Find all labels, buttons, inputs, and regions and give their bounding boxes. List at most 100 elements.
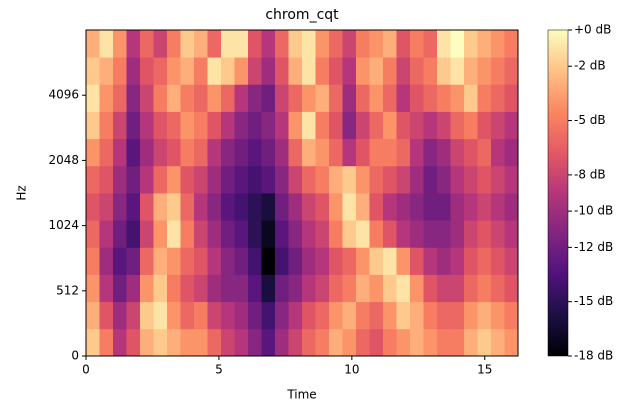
heatmap-cell [180,165,195,194]
heatmap-cell [477,138,492,167]
x-tick-label: 15 [477,363,492,377]
heatmap-cell [194,274,208,303]
heatmap-cell [99,193,114,221]
heatmap-cell [356,57,370,85]
heatmap-cell [153,301,168,330]
heatmap-cell [302,220,316,248]
heatmap-cell [167,84,181,112]
heatmap-cell [477,111,492,140]
heatmap-cell [194,301,208,330]
heatmap-cell [234,30,249,58]
heatmap-cell [302,328,316,357]
heatmap-cell [140,84,154,112]
heatmap-cell [248,328,262,357]
heatmap-cell [234,274,249,303]
heatmap-cell [396,111,411,140]
heatmap-cell [234,57,249,85]
heatmap-cell [437,165,451,194]
heatmap-cell [477,247,492,275]
heatmap-cell [342,328,357,357]
heatmap-cell [194,57,208,85]
heatmap-cell [275,111,289,140]
heatmap-cell [450,220,465,248]
heatmap-cell [113,138,127,167]
heatmap-cell [261,274,276,303]
heatmap-cell [261,111,276,140]
heatmap-cell [329,30,343,58]
heatmap-cell [288,84,303,112]
heatmap-cell [464,193,478,221]
heatmap-cell [423,193,438,221]
heatmap-cell [464,165,478,194]
heatmap-cell [383,301,397,330]
colorbar-tick-label: -2 dB [574,59,606,73]
heatmap-cell [248,30,262,58]
heatmap-cell [153,84,168,112]
heatmap-cell [315,165,330,194]
heatmap-cell [153,111,168,140]
heatmap-cell [450,57,465,85]
heatmap-cell [356,274,370,303]
heatmap-cell [450,111,465,140]
heatmap-cell [450,301,465,330]
heatmap-cell [315,30,330,58]
heatmap-cell [288,301,303,330]
heatmap-cell [207,84,222,112]
heatmap-cell [221,84,235,112]
heatmap-cell [329,247,343,275]
heatmap-cell [302,274,316,303]
heatmap-cell [113,274,127,303]
heatmap-cell [491,57,505,85]
heatmap-cell [329,193,343,221]
colorbar-tick-label: -12 dB [574,240,613,254]
heatmap-cell [275,57,289,85]
heatmap-cell [356,301,370,330]
heatmap-cell [275,138,289,167]
heatmap-cell [275,165,289,194]
heatmap-cell [207,138,222,167]
heatmap-cell [396,274,411,303]
heatmap-cell [396,30,411,58]
heatmap-cell [477,193,492,221]
heatmap-cell [450,165,465,194]
heatmap-cell [329,328,343,357]
plot-frame [85,29,519,357]
heatmap-cell [207,57,222,85]
heatmap-cell [261,328,276,357]
heatmap-cell [288,30,303,58]
heatmap-cell [221,328,235,357]
heatmap-cell [140,57,154,85]
heatmap-cell [207,193,222,221]
heatmap-cell [491,84,505,112]
heatmap-cell [261,301,276,330]
colorbar-tick-label: -18 dB [574,349,613,363]
heatmap-cell [423,274,438,303]
heatmap-cell [437,84,451,112]
heatmap-cell [180,247,195,275]
heatmap-cell [410,274,424,303]
heatmap-cell [423,165,438,194]
heatmap-cell [477,328,492,357]
heatmap-cell [99,84,114,112]
heatmap-cell [180,138,195,167]
heatmap-cell [113,193,127,221]
heatmap-cell [126,247,141,275]
heatmap-cell [180,57,195,85]
heatmap-cell [396,193,411,221]
heatmap-cell [153,193,168,221]
heatmap-cell [437,138,451,167]
heatmap-cell [99,138,114,167]
heatmap-cell [167,165,181,194]
heatmap-cell [234,328,249,357]
heatmap-cell [342,301,357,330]
heatmap-cell [342,193,357,221]
heatmap-cell [99,111,114,140]
heatmap-cell [86,301,100,330]
heatmap-cell [99,328,114,357]
heatmap-cell [450,30,465,58]
heatmap-cell [180,111,195,140]
heatmap-cell [315,274,330,303]
heatmap-cell [153,30,168,58]
heatmap-cell [167,193,181,221]
